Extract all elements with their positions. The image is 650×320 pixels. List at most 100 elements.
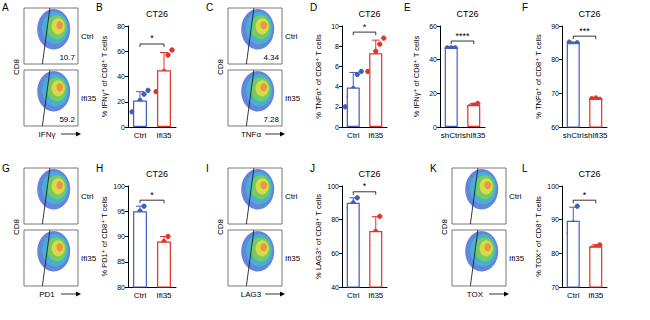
svg-text:40: 40 <box>429 56 437 63</box>
svg-text:*: * <box>583 190 587 200</box>
svg-text:shCtrl: shCtrl <box>563 131 584 140</box>
svg-text:L: L <box>522 163 528 174</box>
svg-text:LAG3: LAG3 <box>241 290 262 299</box>
svg-text:100: 100 <box>327 183 339 190</box>
svg-text:% TNFα⁺ of CD8⁺ T cells: % TNFα⁺ of CD8⁺ T cells <box>534 34 543 119</box>
svg-text:PD1: PD1 <box>39 290 55 299</box>
svg-text:Ifi35: Ifi35 <box>156 291 172 300</box>
svg-text:Ctrl: Ctrl <box>134 291 147 300</box>
svg-text:CD8: CD8 <box>440 218 449 235</box>
svg-text:40: 40 <box>117 73 125 80</box>
svg-text:CT26: CT26 <box>358 169 380 179</box>
svg-text:CT26: CT26 <box>578 9 600 19</box>
svg-text:Ctrl: Ctrl <box>347 291 360 300</box>
svg-text:Ifi35: Ifi35 <box>368 291 384 300</box>
svg-text:% IFNγ⁺ of CD8⁺ T cells: % IFNγ⁺ of CD8⁺ T cells <box>412 36 421 118</box>
svg-text:Ctrl: Ctrl <box>81 32 94 41</box>
svg-text:CD8: CD8 <box>12 58 21 75</box>
svg-text:shCtrl: shCtrl <box>441 131 462 140</box>
svg-text:% PD1⁺ of CD8⁺ T cells: % PD1⁺ of CD8⁺ T cells <box>100 196 109 276</box>
svg-text:J: J <box>310 163 315 174</box>
svg-text:Ctrl: Ctrl <box>509 192 522 201</box>
svg-text:IFNγ: IFNγ <box>39 130 56 139</box>
svg-text:% TOX⁺ of CD8⁺ T cells: % TOX⁺ of CD8⁺ T cells <box>534 196 543 277</box>
svg-text:20: 20 <box>117 98 125 105</box>
svg-text:TOX: TOX <box>467 290 484 299</box>
svg-text:A: A <box>2 2 9 13</box>
svg-text:C: C <box>206 2 213 13</box>
svg-text:*: * <box>363 181 367 191</box>
svg-text:B: B <box>96 2 103 13</box>
svg-text:***: *** <box>579 26 590 36</box>
svg-text:7.28: 7.28 <box>263 115 279 124</box>
svg-text:40: 40 <box>331 284 339 291</box>
svg-text:4.34: 4.34 <box>263 53 279 62</box>
svg-text:Ifi35: Ifi35 <box>588 291 604 300</box>
svg-text:% IFNγ⁺ of CD8⁺ T cells: % IFNγ⁺ of CD8⁺ T cells <box>100 36 109 118</box>
svg-text:8: 8 <box>335 43 339 50</box>
svg-text:Ctrl: Ctrl <box>134 131 147 140</box>
svg-text:70: 70 <box>551 90 559 97</box>
svg-text:59.2: 59.2 <box>59 115 75 124</box>
svg-text:6: 6 <box>335 63 339 70</box>
svg-text:90: 90 <box>117 233 125 240</box>
svg-text:0: 0 <box>433 124 437 131</box>
svg-text:CD8: CD8 <box>216 218 225 235</box>
svg-text:Ctrl: Ctrl <box>81 192 94 201</box>
svg-text:80: 80 <box>117 23 125 30</box>
svg-text:TNFα: TNFα <box>241 130 262 139</box>
svg-text:CT26: CT26 <box>358 9 380 19</box>
svg-text:95: 95 <box>117 208 125 215</box>
svg-text:0: 0 <box>335 124 339 131</box>
svg-text:% LAG3⁺ of CD8⁺ T cells: % LAG3⁺ of CD8⁺ T cells <box>314 194 323 279</box>
svg-text:Ifi35: Ifi35 <box>81 94 97 103</box>
svg-text:10.7: 10.7 <box>59 53 75 62</box>
svg-text:80: 80 <box>117 284 125 291</box>
svg-text:60: 60 <box>429 23 437 30</box>
svg-text:60: 60 <box>551 124 559 131</box>
svg-text:Ifi35: Ifi35 <box>285 94 301 103</box>
svg-text:shIfi35: shIfi35 <box>584 131 608 140</box>
svg-text:CT26: CT26 <box>456 9 478 19</box>
svg-text:CT26: CT26 <box>146 9 168 19</box>
svg-text:4: 4 <box>335 83 339 90</box>
svg-text:70: 70 <box>551 284 559 291</box>
svg-text:Ctrl: Ctrl <box>285 32 298 41</box>
svg-text:Ifi35: Ifi35 <box>509 254 525 263</box>
svg-text:10: 10 <box>331 23 339 30</box>
svg-text:85: 85 <box>117 258 125 265</box>
svg-text:*: * <box>150 190 154 200</box>
svg-text:90: 90 <box>551 216 559 223</box>
svg-text:CD8: CD8 <box>216 58 225 75</box>
svg-text:100: 100 <box>547 183 559 190</box>
svg-text:Ifi35: Ifi35 <box>368 131 384 140</box>
svg-text:90: 90 <box>551 23 559 30</box>
svg-text:H: H <box>96 163 103 174</box>
svg-text:*: * <box>363 22 367 32</box>
svg-text:shIfi35: shIfi35 <box>462 131 486 140</box>
svg-text:2: 2 <box>335 103 339 110</box>
svg-text:0: 0 <box>121 124 125 131</box>
svg-text:I: I <box>206 163 209 174</box>
svg-text:Ctrl: Ctrl <box>285 192 298 201</box>
svg-text:K: K <box>430 163 437 174</box>
svg-text:Ifi35: Ifi35 <box>81 254 97 263</box>
svg-text:****: **** <box>455 31 470 41</box>
svg-text:80: 80 <box>551 56 559 63</box>
svg-text:Ctrl: Ctrl <box>347 131 360 140</box>
svg-text:80: 80 <box>551 250 559 257</box>
svg-text:80: 80 <box>331 216 339 223</box>
svg-text:F: F <box>522 2 528 13</box>
svg-text:% TNFα⁺ of CD8⁺ T cells: % TNFα⁺ of CD8⁺ T cells <box>314 34 323 119</box>
svg-text:Ifi35: Ifi35 <box>156 131 172 140</box>
svg-text:Ifi35: Ifi35 <box>285 254 301 263</box>
svg-text:E: E <box>404 2 411 13</box>
svg-text:G: G <box>2 163 10 174</box>
svg-text:CT26: CT26 <box>146 169 168 179</box>
svg-text:Ctrl: Ctrl <box>567 291 580 300</box>
svg-text:60: 60 <box>331 250 339 257</box>
svg-text:CT26: CT26 <box>578 169 600 179</box>
svg-text:100: 100 <box>113 183 125 190</box>
svg-text:*: * <box>150 33 154 43</box>
svg-text:CD8: CD8 <box>12 218 21 235</box>
